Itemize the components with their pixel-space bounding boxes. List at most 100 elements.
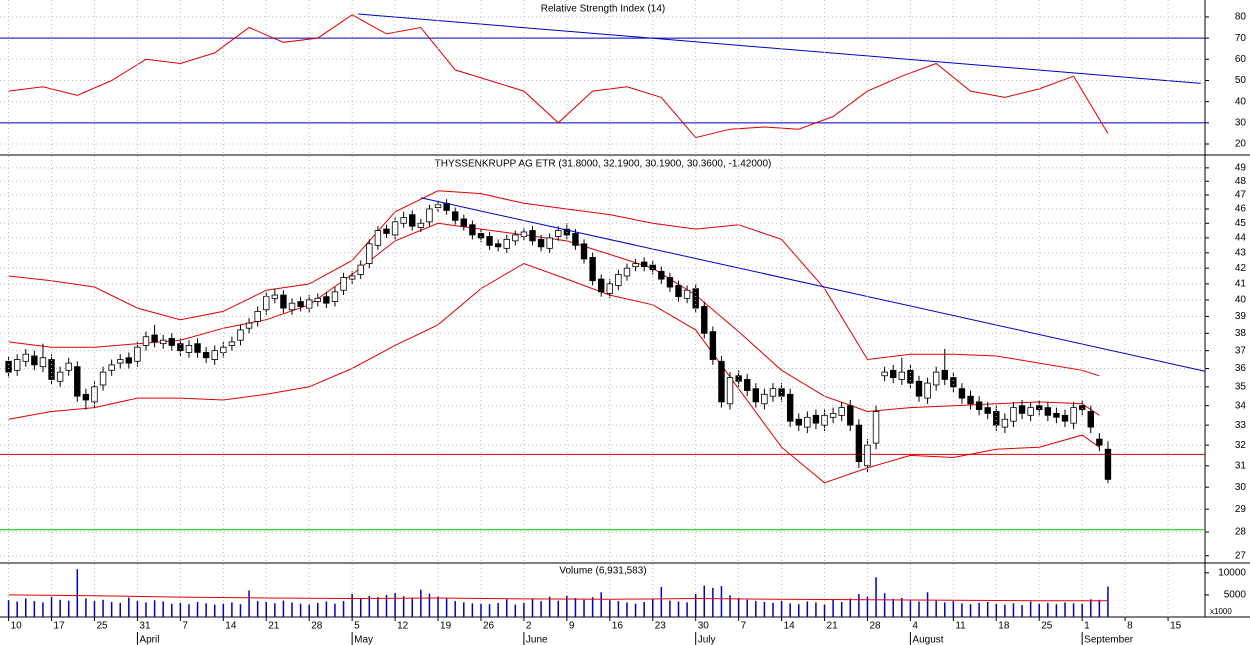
y-tick-label: 5000 [1224, 590, 1247, 601]
volume-bar [660, 586, 663, 617]
volume-bar [712, 587, 714, 617]
volume-average [8, 594, 1108, 602]
volume-bar [93, 601, 96, 617]
candle-body [486, 236, 493, 246]
volume-bar [196, 601, 199, 617]
y-tick-label: 37 [1235, 345, 1247, 356]
volume-bar [823, 604, 826, 617]
candle-body [494, 243, 502, 248]
y-tick-label: 32 [1235, 440, 1247, 451]
y-tick-label: 48 [1235, 176, 1247, 187]
candle-body [211, 350, 218, 360]
volume-bar [1098, 599, 1101, 617]
volume-bar [497, 602, 499, 617]
candle-body [589, 257, 596, 282]
candle-body [151, 334, 158, 343]
candle-body [838, 407, 845, 416]
volume-bar [978, 602, 980, 617]
panel-title: Volume (6,931,583) [559, 566, 646, 577]
candle-body [881, 371, 888, 377]
candle-body [460, 218, 467, 227]
volume-bar [626, 602, 628, 617]
candle-body [340, 277, 347, 291]
volume-bar [995, 603, 998, 617]
candle-body [529, 230, 536, 242]
x-tick-label: 14 [784, 621, 796, 632]
x-tick-label: 2 [526, 621, 532, 632]
candle-body [898, 371, 906, 380]
volume-bar [531, 598, 534, 617]
volume-bar [944, 602, 946, 617]
volume-bar [420, 589, 422, 617]
candle-body [477, 233, 485, 239]
candle-body [142, 336, 150, 346]
candle-body [13, 359, 21, 371]
volume-bar [265, 601, 268, 617]
candle-body [649, 264, 656, 271]
x-tick-label: 26 [483, 621, 495, 632]
volume-bar [153, 600, 156, 617]
x-tick-label: 19 [440, 621, 452, 632]
volume-bar [952, 601, 955, 617]
candle-body [1078, 405, 1086, 410]
volume-bar [411, 597, 414, 617]
candle-body [950, 377, 957, 388]
x-tick-label: 15 [1170, 621, 1182, 632]
candle-body [1087, 411, 1094, 428]
candle-body [804, 416, 811, 428]
candle-body [658, 270, 665, 280]
volume-bar [574, 598, 577, 617]
volume-bar [231, 602, 233, 617]
volume-bar [145, 602, 147, 617]
y-tick-label: 20 [1235, 139, 1247, 150]
candle-body [159, 339, 167, 345]
volume-bar [325, 601, 328, 617]
volume-bar [789, 603, 791, 617]
candle-body [872, 411, 880, 444]
volume-bar [591, 597, 594, 617]
month-label: May [354, 635, 373, 645]
candle-body [752, 388, 760, 403]
candle-body [769, 388, 777, 397]
candle-body [65, 362, 72, 371]
candle-body [1061, 414, 1069, 422]
volume-bar [875, 577, 877, 617]
candle-body [1070, 407, 1077, 424]
volume-bar [299, 603, 302, 617]
volume-bar [488, 604, 491, 617]
y-tick-label: 40 [1235, 295, 1247, 306]
volume-bar [969, 604, 972, 617]
candle-body [1027, 407, 1034, 416]
volume-bar [42, 602, 44, 617]
candle-body [400, 217, 407, 224]
volume-bar [402, 596, 405, 617]
volume-bar [454, 601, 456, 617]
y-tick-label: 41 [1235, 278, 1247, 289]
candle-body [615, 273, 622, 286]
volume-bar [162, 601, 164, 617]
y-tick-label: 27 [1235, 550, 1247, 561]
volume-bar [566, 595, 568, 617]
x-tick-label: 21 [827, 621, 839, 632]
volume-bar [33, 601, 36, 617]
candle-body [975, 401, 983, 410]
candle-body [125, 357, 133, 364]
volume-bar [136, 601, 139, 617]
volume-bar [274, 603, 276, 617]
volume-bar [780, 601, 783, 617]
candle-body [31, 355, 38, 366]
candle-body [666, 277, 674, 288]
candle-body [580, 243, 588, 260]
volume-bar [1072, 603, 1075, 617]
volume-bar [188, 604, 190, 617]
y-tick-label: 80 [1235, 12, 1247, 23]
y-tick-label: 35 [1235, 381, 1247, 392]
volume-bar [832, 599, 834, 617]
volume-bar [703, 585, 706, 617]
candle-body [323, 296, 330, 304]
month-label: April [139, 635, 159, 645]
volume-bar [686, 602, 688, 617]
y-tick-label: 46 [1235, 204, 1247, 215]
candle-body [297, 301, 304, 307]
volume-bar [128, 597, 130, 617]
